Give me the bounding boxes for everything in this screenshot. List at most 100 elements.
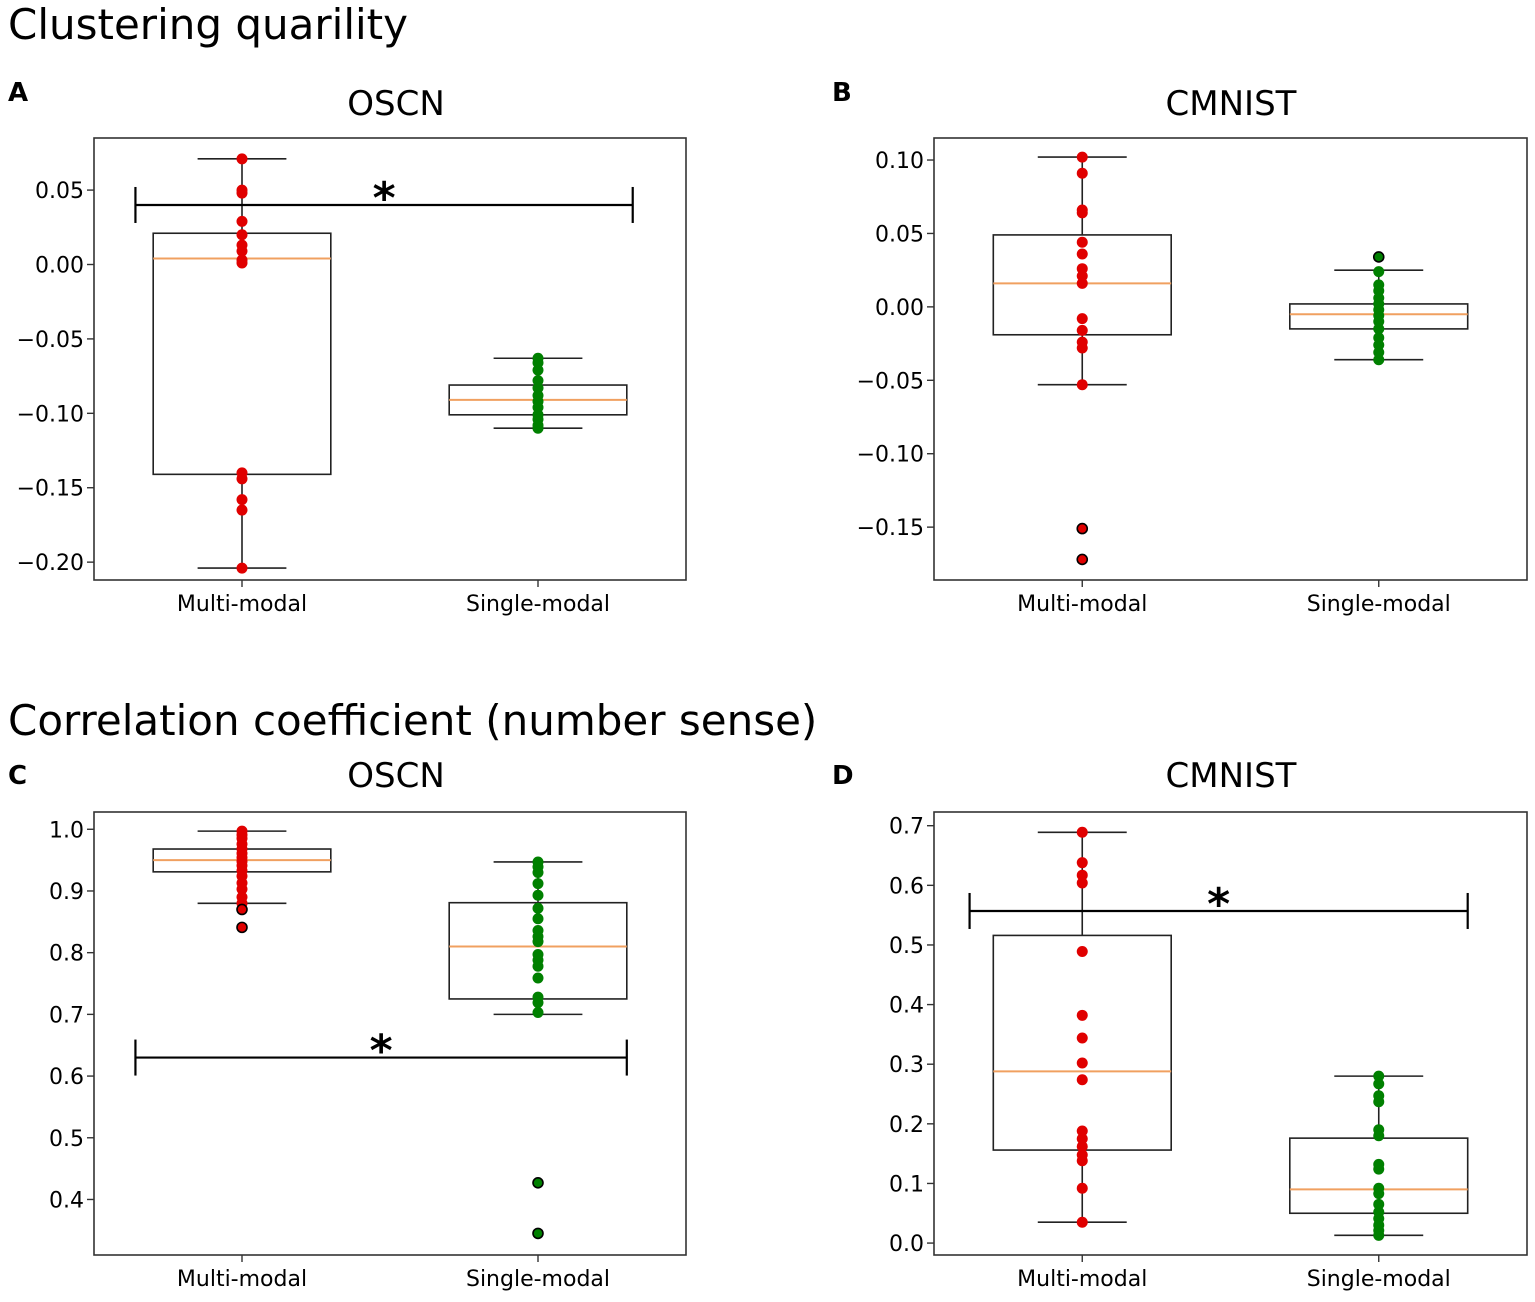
outlier-point-b-single-modal [1372, 251, 1385, 263]
data-point-d-multi-modal [1076, 1032, 1088, 1044]
y-tick-label-c: 0.7 [49, 1003, 84, 1028]
outlier-point-c-multi-modal [236, 903, 248, 916]
axes-frame-b [933, 137, 1528, 581]
data-point-a-multi-modal [236, 215, 248, 227]
significance-star-d: * [1207, 879, 1230, 930]
y-tick-label-d: 0.7 [889, 815, 924, 840]
y-tick-label-d: 0.4 [889, 994, 924, 1019]
y-tick-label-d: 0.6 [889, 874, 924, 899]
data-point-d-multi-modal [1076, 1125, 1088, 1137]
data-point-a-multi-modal [236, 504, 248, 516]
data-point-b-multi-modal [1076, 313, 1088, 325]
y-tick-label-d: 0.1 [889, 1172, 924, 1197]
axes-frame-c [93, 811, 687, 1256]
outlier-point-c-single-modal [532, 1227, 544, 1240]
y-tick-label-b: −0.15 [857, 516, 924, 541]
y-tick-label-b: 0.05 [875, 222, 924, 247]
data-point-c-multi-modal [236, 883, 248, 895]
panel-title-a: OSCN [347, 84, 445, 124]
data-point-c-single-modal [532, 889, 544, 901]
data-point-b-multi-modal [1076, 248, 1088, 260]
data-point-b-multi-modal [1076, 342, 1088, 354]
data-point-d-multi-modal [1076, 869, 1088, 881]
data-point-d-multi-modal [1076, 1182, 1088, 1194]
data-point-d-multi-modal [1076, 1155, 1088, 1167]
panel-letter-b: B [832, 78, 852, 108]
data-point-d-single-modal [1373, 1163, 1385, 1175]
y-tick-label-b: −0.05 [857, 369, 924, 394]
y-tick-label-b: 0.00 [875, 296, 924, 321]
data-point-b-multi-modal [1076, 379, 1088, 391]
y-tick-label-c: 0.8 [49, 942, 84, 967]
significance-star-c: * [370, 1026, 393, 1077]
box-a-multi-modal [152, 232, 332, 476]
data-point-a-multi-modal [236, 229, 248, 241]
x-tick-label-a: Single-modal [466, 592, 610, 617]
y-tick-label-c: 1.0 [49, 818, 84, 843]
data-point-d-multi-modal [1076, 946, 1088, 958]
data-point-d-single-modal [1373, 1198, 1385, 1210]
y-tick-label-a: −0.20 [17, 551, 84, 576]
x-tick-label-c: Single-modal [466, 1267, 610, 1292]
section-title-clustering: Clustering quarility [8, 0, 408, 49]
panel-title-d: CMNIST [1165, 756, 1297, 796]
y-tick-label-a: −0.05 [17, 328, 84, 353]
outlier-point-c-single-modal [532, 1177, 544, 1189]
x-tick-label-c: Multi-modal [177, 1267, 307, 1292]
data-point-c-single-modal [532, 997, 544, 1009]
y-tick-label-a: −0.10 [17, 402, 84, 427]
data-point-d-multi-modal [1076, 877, 1088, 889]
data-point-d-multi-modal [1076, 1140, 1088, 1152]
y-tick-label-d: 0.5 [889, 934, 924, 959]
y-tick-label-d: 0.0 [889, 1232, 924, 1257]
x-tick-label-d: Single-modal [1307, 1267, 1451, 1292]
panel-title-c: OSCN [347, 756, 445, 796]
x-tick-label-a: Multi-modal [177, 592, 307, 617]
data-point-b-multi-modal [1076, 324, 1088, 336]
section-title-correlation: Correlation coefficient (number sense) [8, 696, 818, 745]
data-point-a-single-modal [532, 422, 544, 434]
y-tick-label-c: 0.4 [49, 1188, 84, 1213]
data-point-d-single-modal [1373, 1096, 1385, 1108]
x-tick-label-d: Multi-modal [1017, 1267, 1147, 1292]
data-point-a-multi-modal [236, 473, 248, 485]
panel-letter-d: D [832, 761, 854, 791]
data-point-d-multi-modal [1076, 857, 1088, 869]
data-point-d-multi-modal [1076, 1133, 1088, 1145]
y-tick-label-d: 0.2 [889, 1113, 924, 1138]
data-point-d-single-modal [1373, 1188, 1385, 1200]
data-point-d-single-modal [1373, 1130, 1385, 1142]
panel-letter-a: A [8, 78, 29, 108]
data-point-b-single-modal [1373, 354, 1385, 366]
panel-title-b: CMNIST [1165, 84, 1297, 124]
axes-frame-d [933, 811, 1528, 1256]
data-point-c-single-modal [532, 866, 544, 878]
y-tick-label-b: 0.10 [875, 149, 924, 174]
data-point-b-multi-modal [1076, 277, 1088, 289]
panel-letter-c: C [8, 761, 28, 791]
data-point-d-multi-modal [1076, 1057, 1088, 1069]
data-point-a-multi-modal [236, 153, 248, 165]
data-point-c-single-modal [532, 878, 544, 890]
data-point-d-multi-modal [1076, 1074, 1088, 1086]
data-point-c-single-modal [532, 972, 544, 984]
outlier-point-c-multi-modal [236, 921, 248, 934]
data-point-b-multi-modal [1076, 167, 1088, 179]
data-point-c-single-modal [532, 913, 544, 925]
data-point-a-multi-modal [236, 494, 248, 506]
data-point-c-single-modal [532, 902, 544, 914]
data-point-b-multi-modal [1076, 236, 1088, 248]
data-point-a-multi-modal [236, 187, 248, 199]
outlier-point-b-multi-modal [1076, 522, 1089, 535]
x-tick-label-b: Single-modal [1307, 592, 1451, 617]
y-tick-label-b: −0.10 [857, 443, 924, 468]
data-point-a-multi-modal [236, 245, 248, 257]
data-point-d-multi-modal [1076, 826, 1088, 838]
x-tick-label-b: Multi-modal [1017, 592, 1147, 617]
data-point-d-single-modal [1373, 1078, 1385, 1090]
data-point-b-multi-modal [1076, 151, 1088, 163]
data-point-d-single-modal [1373, 1070, 1385, 1082]
data-point-a-single-modal [532, 364, 544, 376]
outlier-point-b-multi-modal [1076, 553, 1089, 566]
data-point-c-single-modal [532, 1007, 544, 1019]
